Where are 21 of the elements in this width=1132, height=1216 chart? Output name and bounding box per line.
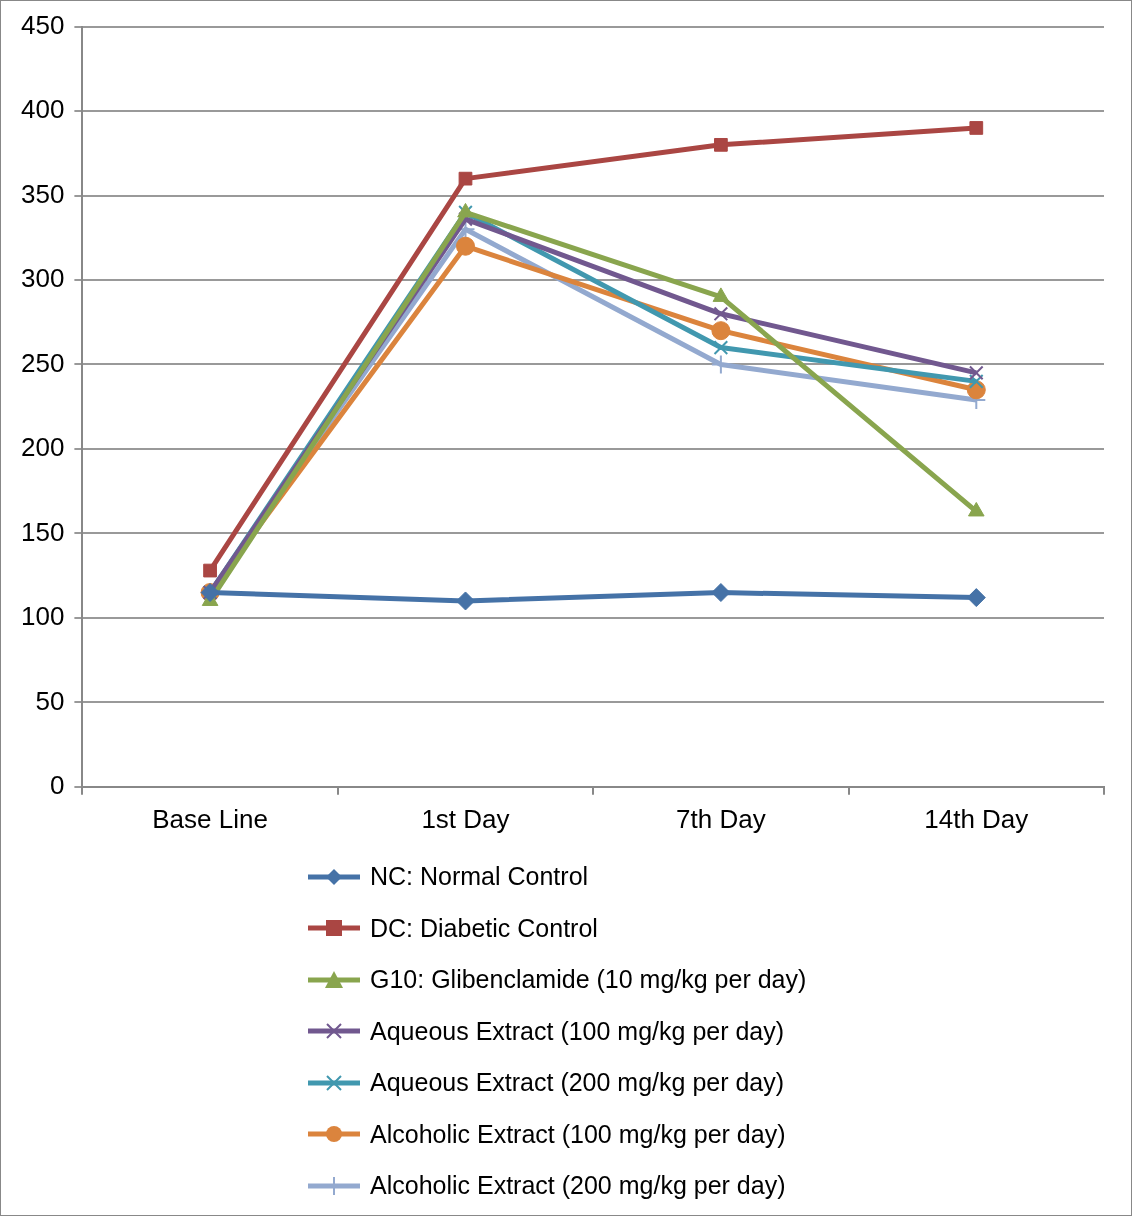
x-tick-label: 1st Day xyxy=(421,803,510,834)
legend-label: Aqueous Extract (200 mg/kg per day) xyxy=(370,1068,785,1098)
y-tick-label: 100 xyxy=(20,601,65,632)
legend-label: NC: Normal Control xyxy=(370,862,589,892)
legend-label: Alcoholic Extract (200 mg/kg per day) xyxy=(370,1171,786,1201)
x-tick-label: 7th Day xyxy=(676,803,766,834)
y-tick-label: 250 xyxy=(20,347,65,378)
legend-label: Alcoholic Extract (100 mg/kg per day) xyxy=(370,1119,786,1149)
y-tick-label: 150 xyxy=(20,516,65,547)
y-tick-label: 200 xyxy=(20,432,65,463)
y-tick-label: 400 xyxy=(20,94,65,125)
legend-label: Aqueous Extract (100 mg/kg per day) xyxy=(370,1016,785,1046)
legend-label: G10: Glibenclamide (10 mg/kg per day) xyxy=(370,965,807,995)
x-tick-label: Base Line xyxy=(152,803,268,834)
y-tick-label: 350 xyxy=(20,178,65,209)
x-tick-label: 14th Day xyxy=(924,803,1029,834)
y-tick-label: 50 xyxy=(35,685,65,716)
legend-label: DC: Diabetic Control xyxy=(370,913,598,943)
y-tick-label: 450 xyxy=(20,9,65,40)
y-tick-label: 300 xyxy=(20,263,65,294)
y-tick-label: 0 xyxy=(49,769,65,800)
